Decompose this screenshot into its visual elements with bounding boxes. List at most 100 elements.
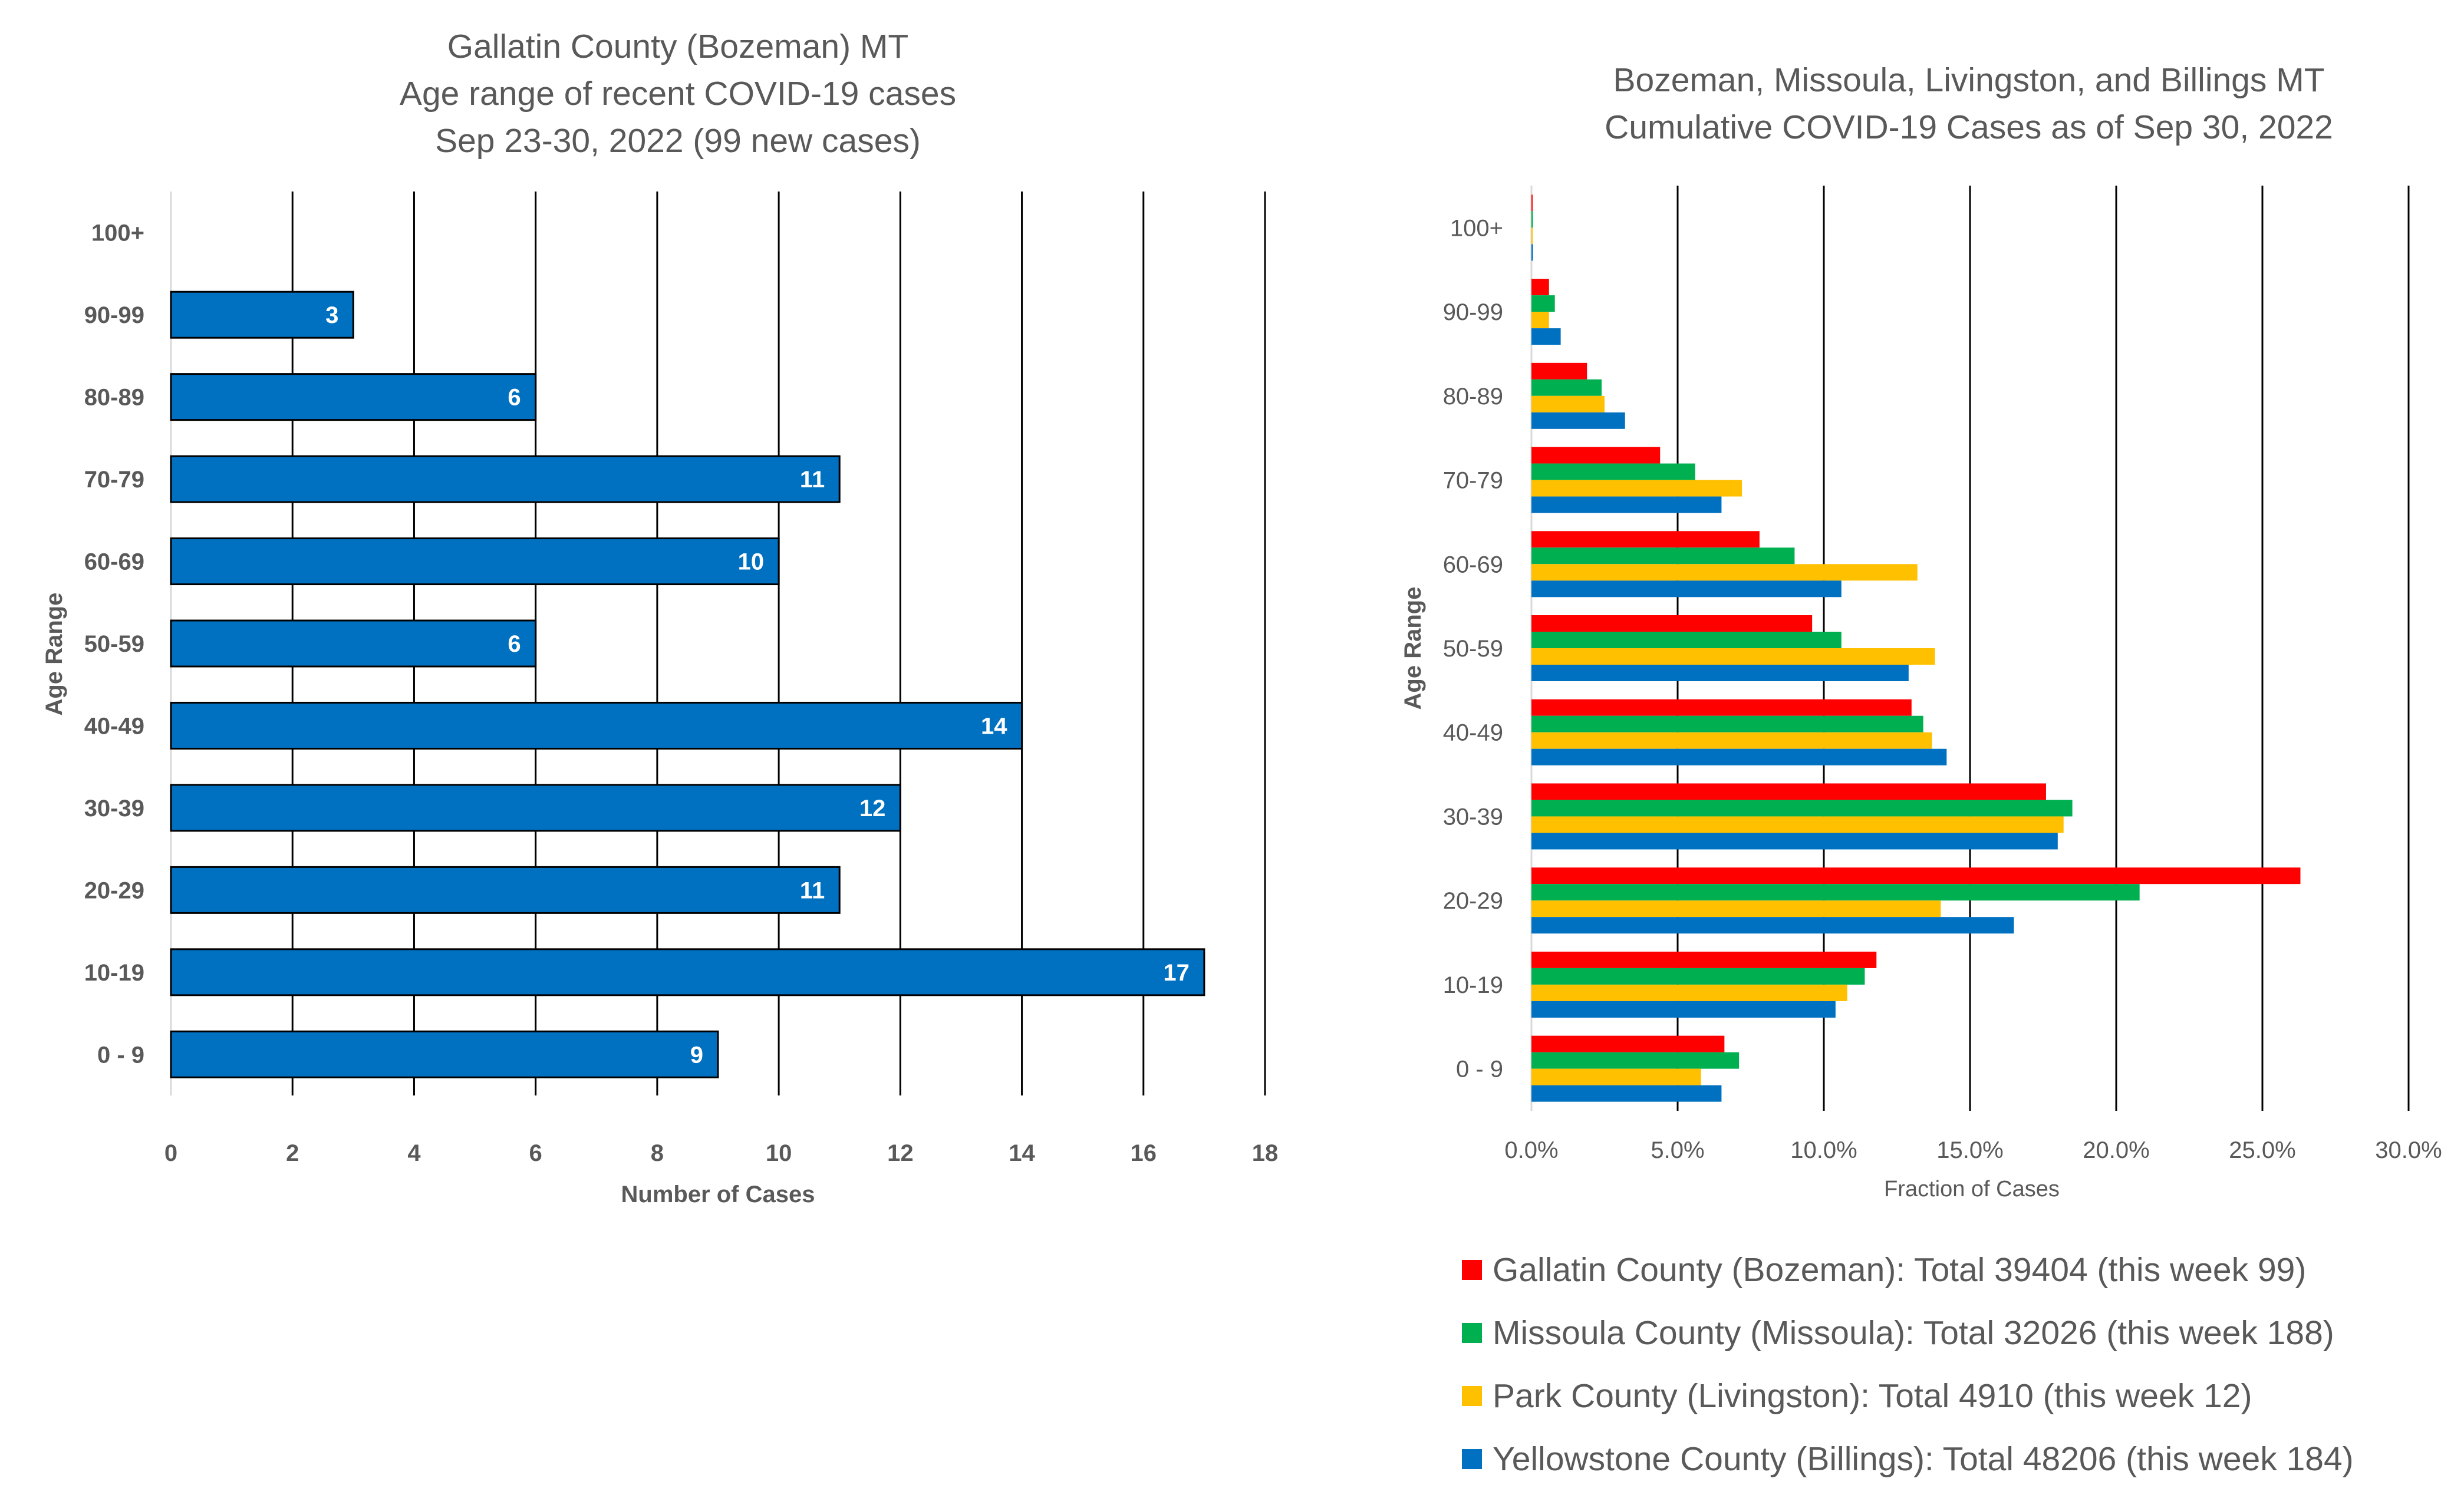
y-tick-label: 70-79 [1443,468,1503,494]
y-tick-label: 100+ [91,220,144,246]
bar [1531,412,1625,429]
bar [1531,816,2064,833]
legend-item: Gallatin County (Bozeman): Total 39404 (… [1462,1246,2306,1293]
data-label: 14 [981,713,1007,739]
bar [1531,1085,1722,1102]
bar [1531,312,1549,329]
data-label: 9 [690,1042,703,1068]
y-tick-label: 100+ [1450,215,1503,241]
bar [1531,1052,1740,1069]
y-tick-label: 90-99 [84,302,144,328]
x-tick-label: 2 [286,1140,299,1166]
x-tick-label: 20.0% [2083,1137,2149,1163]
bar [1531,279,1549,296]
bar [1531,900,1941,918]
y-tick-label: 90-99 [1443,299,1503,325]
data-label: 3 [325,302,338,328]
bar [1531,395,1605,412]
x-tick-label: 25.0% [2229,1137,2295,1163]
y-tick-label: 50-59 [84,631,144,657]
bar [1531,447,1661,464]
legend-swatch [1462,1260,1482,1280]
y-tick-label: 80-89 [84,385,144,411]
x-tick-label: 4 [407,1140,421,1166]
x-tick-label: 30.0% [2375,1137,2442,1163]
bar [1531,1001,1836,1018]
bar [1531,531,1760,548]
bar [1531,984,1847,1001]
y-tick-label: 20-29 [84,877,144,903]
bar [1531,800,2073,817]
bar [170,1030,719,1078]
x-tick-label: 5.0% [1651,1137,1704,1163]
legend-item: Missoula County (Missoula): Total 32026 … [1462,1309,2334,1357]
x-tick-label: 12 [887,1140,914,1166]
bar [170,291,354,339]
chart-title-line: Age range of recent COVID-19 cases [400,75,956,113]
legend-swatch [1462,1323,1482,1343]
x-tick-label: 14 [1009,1140,1035,1166]
bar [1531,783,2046,800]
legend-item: Park County (Livingston): Total 4910 (th… [1462,1372,2252,1420]
bar [1531,211,1533,228]
bar [1531,463,1695,480]
y-tick-label: 20-29 [1443,888,1503,914]
y-tick-label: 50-59 [1443,636,1503,662]
bar [1531,194,1533,212]
y-tick-label: 60-69 [1443,552,1503,577]
x-tick-label: 10.0% [1790,1137,1857,1163]
bar [170,701,1023,750]
bar [1531,547,1795,565]
legend-label: Missoula County (Missoula): Total 32026 … [1493,1314,2334,1352]
x-tick-label: 10 [766,1140,792,1166]
bar [170,866,841,914]
bar [1531,328,1561,345]
chart-title-line: Cumulative COVID-19 Cases as of Sep 30, … [1605,108,2333,146]
x-tick-label: 6 [529,1140,542,1166]
chart-title-line: Bozeman, Missoula, Livingston, and Billi… [1613,61,2324,99]
bar [1531,884,2140,901]
data-label: 10 [738,549,765,575]
y-tick-label: 10-19 [1443,972,1503,998]
bar [1531,968,1865,985]
x-tick-label: 15.0% [1936,1137,2003,1163]
x-axis-label: Number of Cases [621,1182,815,1207]
bar [170,784,901,832]
x-tick-label: 0.0% [1504,1137,1558,1163]
bar [1531,665,1909,681]
x-tick-label: 0 [164,1140,177,1166]
y-tick-label: 70-79 [84,467,144,493]
data-label: 17 [1163,960,1190,986]
bar [1531,244,1533,261]
legend-label: Yellowstone County (Billings): Total 482… [1493,1440,2354,1478]
bar [1531,379,1602,396]
bar [170,619,537,668]
y-axis-label: Age Range [41,593,67,716]
bar [1531,951,1877,968]
bar [1531,632,1842,648]
bar [1531,699,1912,716]
left-chart: Gallatin County (Bozeman) MT Age range of… [41,28,1278,1207]
data-label: 11 [800,467,825,493]
bar [1531,295,1555,312]
y-tick-label: 10-19 [84,960,144,986]
chart-title-line: Sep 23-30, 2022 (99 new cases) [435,122,921,160]
y-tick-label: 40-49 [1443,720,1503,746]
bar [1531,496,1722,513]
legend-swatch [1462,1449,1482,1469]
data-label: 6 [508,385,521,411]
bar [170,455,841,503]
bar [1531,480,1742,497]
data-label: 12 [859,796,886,821]
y-tick-label: 40-49 [84,713,144,739]
bar [1531,227,1533,245]
y-tick-label: 60-69 [84,549,144,575]
bar [170,537,780,586]
legend-label: Park County (Livingston): Total 4910 (th… [1493,1377,2252,1415]
bar [1531,732,1932,749]
right-chart: Bozeman, Missoula, Livingston, and Billi… [1400,61,2442,1202]
x-tick-label: 16 [1131,1140,1157,1166]
x-tick-label: 18 [1252,1140,1279,1166]
bar [1531,917,2014,934]
bar [1531,580,1842,598]
